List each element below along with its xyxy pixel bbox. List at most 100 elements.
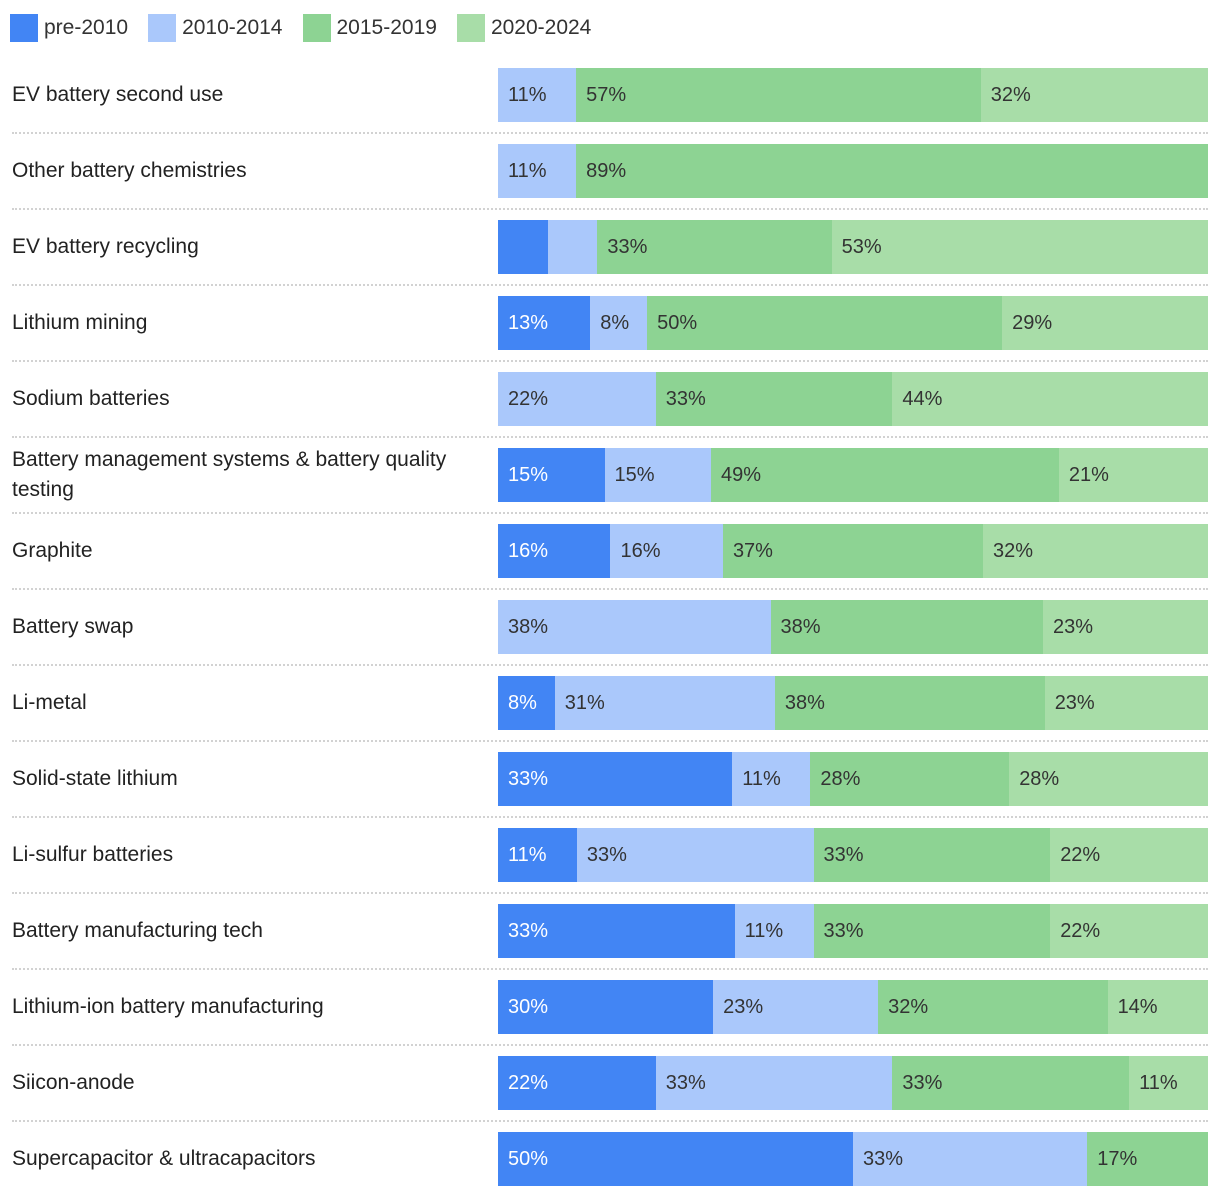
data-label: 11%	[742, 768, 781, 790]
data-label: 33%	[863, 1148, 904, 1170]
data-label: 21%	[1068, 464, 1109, 486]
bar-segment-pre-2010: 16%	[498, 524, 611, 578]
row-divider	[12, 1120, 1208, 1122]
bar-segment-2010-2014: 33%	[853, 1132, 1088, 1186]
bar-segment-pre-2010: 33%	[498, 904, 735, 958]
data-label: 11%	[508, 160, 547, 182]
bar-lithium-mining: 13% 8% 50% 29%	[498, 296, 1208, 350]
bar-segment-2015-2019: 33%	[597, 220, 832, 274]
bar-sodium-batteries: 22% 33% 44%	[498, 372, 1208, 426]
bar-segment-2020-2024: 14%	[1107, 980, 1208, 1034]
bar-segment-pre-2010: 11%	[498, 828, 577, 882]
data-label: 22%	[508, 388, 549, 410]
bar-segment-2020-2024: 29%	[1002, 296, 1208, 350]
bar-segment-2010-2014: 11%	[498, 68, 577, 122]
bar-segment-pre-2010: 33%	[498, 752, 733, 806]
row-divider	[12, 208, 1208, 210]
bar-segment-2015-2019: 50%	[647, 296, 1003, 350]
data-label: 33%	[823, 920, 864, 942]
category-label-text: Siicon-anode	[12, 1071, 135, 1094]
category-label-text: EV battery second use	[12, 83, 224, 106]
bar-ev-battery-recycling: 33% 53%	[498, 220, 1208, 274]
category-label-text: Graphite	[12, 539, 93, 562]
data-label: 32%	[990, 84, 1031, 106]
data-label: 16%	[508, 540, 549, 562]
data-label: 38%	[784, 692, 825, 714]
category-label: Lithium mining	[12, 296, 490, 350]
legend-item-pre-2010: pre-2010	[10, 14, 128, 42]
data-label: 29%	[1012, 312, 1053, 334]
category-label: Siicon-anode	[12, 1056, 490, 1110]
data-label: 14%	[1117, 996, 1158, 1018]
data-label: 11%	[744, 920, 784, 942]
category-label: Li-metal	[12, 676, 490, 730]
data-label: 17%	[1097, 1148, 1138, 1170]
data-label: 50%	[657, 312, 698, 334]
bar-segment-2020-2024: 53%	[831, 220, 1208, 274]
bar-segment-2015-2019: 38%	[770, 600, 1044, 654]
data-label: 37%	[732, 540, 773, 562]
bar-segment-2010-2014: 11%	[732, 752, 811, 806]
bar-segment-2015-2019: 33%	[813, 828, 1051, 882]
chart-legend: pre-2010 2010-2014 2015-2019 2020-2024	[10, 14, 611, 42]
data-label: 44%	[902, 388, 943, 410]
legend-swatch-2015-2019	[302, 14, 331, 42]
row-divider	[12, 132, 1208, 134]
bar-segment-2015-2019: 32%	[878, 980, 1108, 1034]
row-divider	[12, 816, 1208, 818]
bar-other-battery-chemistries: 11% 89%	[498, 144, 1208, 198]
bar-li-sulfur-batteries: 11% 33% 33% 22%	[498, 828, 1208, 882]
category-label-text: EV battery recycling	[12, 235, 199, 258]
bar-segment-2020-2024: 44%	[892, 372, 1208, 426]
category-label-text: Sodium batteries	[12, 387, 170, 410]
category-label-text: Battery management systems & battery qua…	[12, 448, 447, 501]
legend-item-2020-2024: 2020-2024	[456, 14, 592, 42]
row-divider	[12, 284, 1208, 286]
category-label: Sodium batteries	[12, 372, 490, 426]
bar-segment-2015-2019: 57%	[576, 68, 981, 122]
data-label: 33%	[508, 768, 549, 790]
legend-label: 2020-2024	[490, 16, 592, 39]
row-divider	[12, 1044, 1208, 1046]
bar-siicon-anode: 22% 33% 33% 11%	[498, 1056, 1208, 1110]
data-label: 8%	[600, 312, 630, 334]
bar-segment-2015-2019: 49%	[711, 448, 1059, 502]
category-label-text: Battery manufacturing tech	[12, 919, 263, 942]
category-label-text: Solid-state lithium	[12, 767, 178, 790]
legend-label: 2010-2014	[182, 16, 283, 39]
category-label-text: Lithium mining	[12, 311, 148, 334]
data-label: 16%	[620, 540, 661, 562]
bar-segment-2010-2014	[547, 220, 598, 274]
bar-battery-management-systems-battery-quality-testing: 15% 15% 49% 21%	[498, 448, 1208, 502]
bar-segment-2010-2014: 33%	[576, 828, 814, 882]
row-divider	[12, 892, 1208, 894]
data-label: 22%	[1060, 844, 1101, 866]
bar-li-metal: 8% 31% 38% 23%	[498, 676, 1208, 730]
bar-battery-swap: 38% 38% 23%	[498, 600, 1208, 654]
legend-item-2010-2014: 2010-2014	[148, 14, 283, 42]
bar-segment-2010-2014: 15%	[604, 448, 711, 502]
category-label-text: Li-metal	[12, 691, 87, 714]
bar-segment-2015-2019: 33%	[813, 904, 1051, 958]
category-label-text: Other battery chemistries	[12, 159, 247, 182]
bar-segment-2010-2014: 22%	[498, 372, 656, 426]
legend-label: 2015-2019	[336, 16, 437, 39]
data-label: 32%	[993, 540, 1034, 562]
data-label: 8%	[508, 692, 537, 714]
legend-item-2015-2019: 2015-2019	[302, 14, 437, 42]
bar-ev-battery-second-use: 11% 57% 32%	[498, 68, 1208, 122]
bar-segment-2020-2024: 32%	[983, 524, 1208, 578]
data-label: 23%	[1053, 616, 1094, 638]
bar-segment-2015-2019: 17%	[1087, 1132, 1208, 1186]
data-label: 15%	[614, 464, 655, 486]
data-label: 22%	[508, 1072, 549, 1094]
data-label: 13%	[508, 312, 549, 334]
data-label: 33%	[508, 920, 549, 942]
data-label: 32%	[888, 996, 929, 1018]
data-label: 33%	[586, 844, 627, 866]
data-label: 49%	[721, 464, 762, 486]
data-label: 23%	[723, 996, 764, 1018]
category-label: Battery swap	[12, 600, 490, 654]
bar-segment-pre-2010: 30%	[498, 980, 714, 1034]
data-label: 38%	[508, 616, 549, 638]
